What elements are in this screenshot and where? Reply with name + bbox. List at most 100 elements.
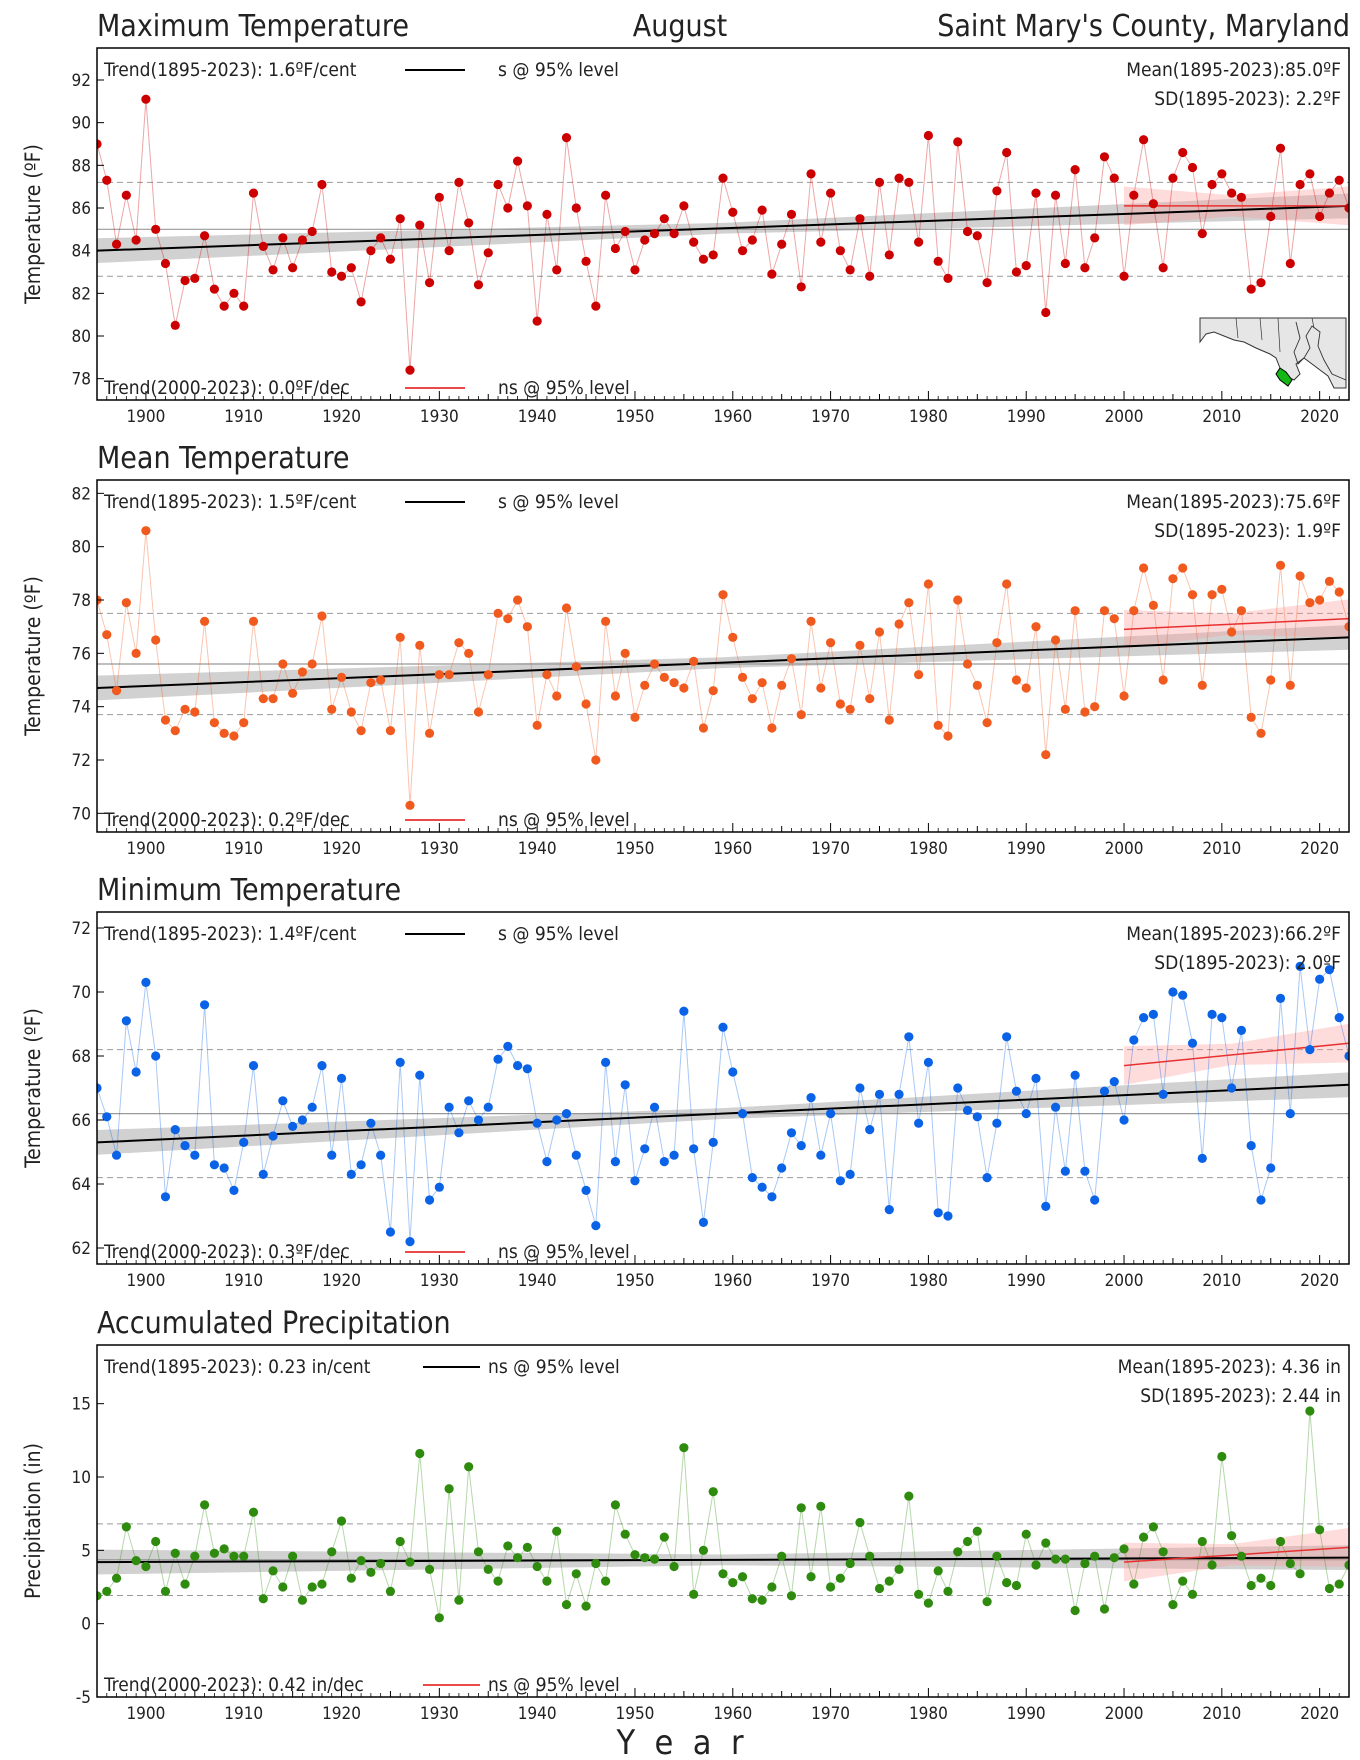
data-point	[865, 1125, 875, 1135]
sd-label: SD(1895-2023): 1.9ºF	[1154, 520, 1341, 542]
data-point	[503, 203, 513, 213]
x-tick-label: 1950	[616, 1271, 655, 1291]
data-point	[288, 1551, 298, 1561]
data-point	[689, 1144, 699, 1154]
data-point	[1109, 614, 1119, 624]
data-point	[121, 1016, 131, 1026]
data-point	[493, 608, 503, 618]
data-point	[591, 755, 601, 765]
panel-min: Minimum Temperature 62 64 66 68 70 72 1900 1910 1…	[21, 873, 1350, 1291]
x-tick-label: 1900	[126, 1704, 165, 1724]
x-tick-label: 1910	[224, 1271, 263, 1291]
x-tick-label: 1990	[1007, 839, 1046, 859]
x-tick-label: 1970	[811, 407, 850, 427]
data-point	[620, 1080, 630, 1090]
data-point	[1138, 135, 1149, 145]
data-point	[728, 1578, 738, 1588]
data-point	[1060, 704, 1070, 714]
y-tick-label: 64	[72, 1175, 91, 1195]
x-tick-label: 1950	[616, 407, 655, 427]
data-point	[111, 1150, 122, 1160]
data-point	[1207, 1560, 1217, 1570]
data-point	[1217, 169, 1227, 179]
data-point	[933, 1566, 943, 1576]
data-point	[923, 1598, 934, 1608]
data-point	[327, 1150, 337, 1160]
data-point	[141, 1561, 151, 1572]
map-state-outline	[1199, 317, 1347, 389]
data-point	[630, 1176, 640, 1186]
data-point	[1246, 284, 1256, 294]
data-point	[522, 622, 532, 632]
data-point	[307, 1102, 317, 1112]
sd-label: SD(1895-2023): 2.44 in	[1140, 1385, 1341, 1407]
data-point	[1168, 173, 1178, 183]
data-point	[522, 1542, 532, 1552]
data-point	[424, 1564, 435, 1574]
data-point	[415, 1448, 425, 1459]
data-point	[483, 1102, 493, 1112]
data-point	[170, 1548, 180, 1558]
data-point	[356, 726, 366, 736]
data-point	[532, 1561, 542, 1572]
data-point	[1285, 1109, 1295, 1119]
data-point	[327, 267, 337, 277]
data-point	[786, 1591, 797, 1601]
data-point	[376, 1558, 386, 1569]
data-point	[1002, 1578, 1012, 1588]
data-point	[1266, 675, 1276, 685]
data-point	[767, 1192, 777, 1202]
data-point	[268, 265, 278, 275]
data-point	[1099, 1604, 1110, 1614]
data-point	[542, 1157, 552, 1167]
data-point	[1256, 728, 1266, 738]
data-point	[473, 280, 484, 290]
data-point	[366, 1567, 376, 1577]
data-point	[1285, 680, 1295, 690]
data-point	[493, 1576, 503, 1586]
data-point	[229, 288, 239, 298]
x-tick-label: 1960	[713, 407, 752, 427]
x-tick-label: 1980	[909, 839, 948, 859]
data-point	[151, 224, 161, 234]
data-point	[376, 675, 386, 685]
data-point	[297, 1595, 308, 1605]
data-point	[1158, 1547, 1168, 1557]
data-point	[307, 1582, 317, 1592]
data-point	[1148, 600, 1158, 610]
x-tick-label: 1910	[224, 407, 263, 427]
data-point	[121, 598, 131, 608]
data-point	[659, 672, 669, 682]
trend-recent-line	[1123, 1546, 1349, 1563]
data-point	[874, 627, 885, 637]
y-tick-label: 70	[72, 804, 91, 824]
trend-long-label: Trend(1895-2023): 1.5ºF/cent	[103, 491, 357, 513]
data-point	[1197, 1536, 1207, 1547]
data-point	[835, 1176, 845, 1186]
data-point	[825, 1109, 836, 1119]
y-tick-label: 80	[72, 538, 91, 558]
data-point	[914, 1589, 924, 1599]
data-point	[229, 731, 239, 741]
data-point	[747, 1173, 757, 1183]
data-point	[317, 611, 327, 621]
data-point	[366, 246, 376, 256]
data-point	[796, 1503, 806, 1513]
data-point	[777, 1163, 787, 1173]
data-point	[874, 177, 885, 187]
x-tick-label: 1940	[518, 1704, 557, 1724]
data-point	[962, 1105, 973, 1115]
data-point	[346, 1573, 356, 1583]
data-point	[1236, 1025, 1247, 1035]
header-location: Saint Mary's County, Maryland	[937, 9, 1350, 44]
data-point	[317, 1579, 327, 1589]
data-point	[630, 1550, 640, 1560]
data-point	[1148, 199, 1158, 209]
data-point	[180, 1579, 190, 1589]
data-point	[239, 1137, 249, 1147]
data-point	[1041, 750, 1051, 760]
x-tick-label: 1920	[322, 839, 361, 859]
data-point	[923, 579, 934, 589]
data-point	[219, 1544, 229, 1554]
